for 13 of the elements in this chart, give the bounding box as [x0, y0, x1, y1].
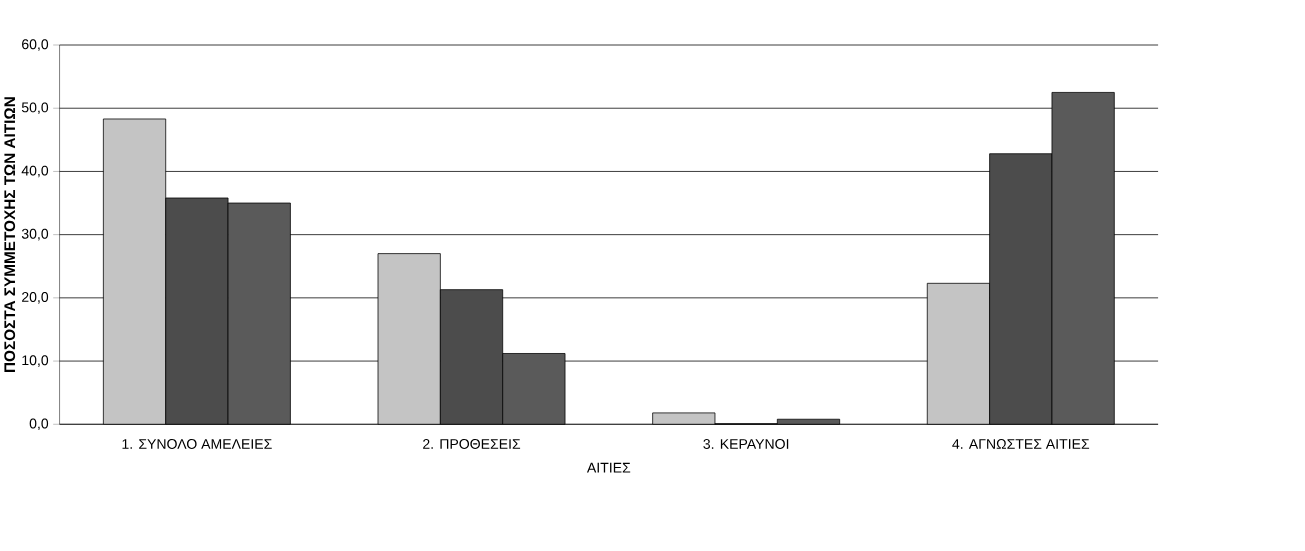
y-tick-label: 30,0 — [21, 229, 49, 241]
y-tick-label: 40,0 — [21, 165, 49, 178]
x-tick-label: 3. ΚΕΡΑΥΝΟΙ — [703, 439, 789, 450]
x-tick-label: 1. ΣΥΝΟΛΟ ΑΜΕΛΕΙΕΣ — [122, 439, 272, 450]
y-tick-label: 60,0 — [22, 39, 49, 51]
y-tick-label: 0,0 — [29, 418, 49, 431]
y-tick-label: 50,0 — [21, 102, 49, 115]
x-tick-label: 4. ΑΓΝΩΣΤΕΣ ΑΙΤΙΕΣ — [952, 439, 1090, 449]
x-tick-label: 2. ΠΡΟΘΕΣΕΙΣ — [423, 439, 521, 450]
y-axis-title: ΠΟΣΟΣΤΑ ΣΥΜΜΕΤΟΧΗΣ ΤΩΝ ΑΙΤΙΩΝ — [4, 97, 16, 373]
y-tick-label: 20,0 — [22, 292, 49, 304]
x-axis-title: ΑΙΤΙΕΣ — [586, 462, 631, 473]
y-tick-label: 10,0 — [22, 355, 49, 368]
